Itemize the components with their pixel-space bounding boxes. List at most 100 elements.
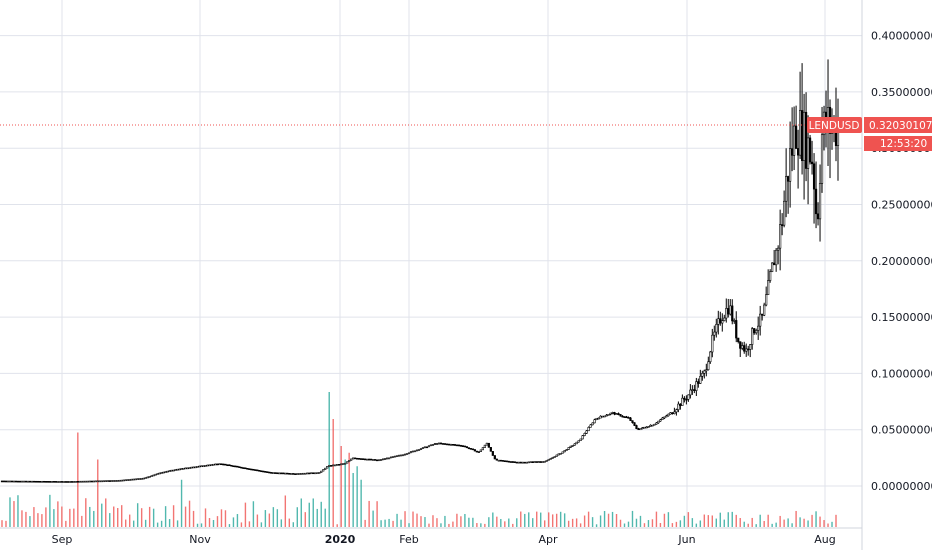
candle-body bbox=[535, 461, 538, 463]
volume-bar bbox=[587, 511, 590, 527]
volume-bar bbox=[551, 514, 554, 527]
candle-body bbox=[364, 458, 367, 461]
candle-body bbox=[312, 472, 315, 475]
candle-body bbox=[763, 304, 766, 316]
volume-bar bbox=[603, 511, 606, 527]
volume-bar bbox=[232, 517, 235, 527]
volume-bar bbox=[663, 513, 666, 527]
volume-bar bbox=[691, 518, 694, 527]
volume-bar bbox=[687, 512, 690, 527]
candle-body bbox=[216, 463, 219, 466]
volume-bar bbox=[659, 523, 662, 527]
candle-body bbox=[40, 480, 44, 483]
candle-body bbox=[118, 479, 121, 482]
volume-bar bbox=[404, 511, 406, 527]
volume-bar bbox=[148, 506, 151, 527]
candle-body bbox=[681, 397, 684, 406]
candle-body bbox=[132, 478, 135, 481]
candle-body bbox=[154, 473, 157, 476]
candle-body bbox=[80, 480, 83, 483]
volume-bar bbox=[364, 519, 366, 527]
volume-bar bbox=[372, 510, 374, 527]
volume-bar bbox=[579, 523, 582, 527]
candle-body bbox=[487, 442, 490, 448]
volume-bar bbox=[675, 521, 678, 527]
candle-body bbox=[92, 480, 95, 483]
volume-bar bbox=[132, 520, 135, 527]
volume-bar bbox=[591, 517, 594, 527]
candle-body bbox=[800, 110, 804, 161]
candle-body bbox=[575, 441, 578, 445]
volume-bar bbox=[444, 515, 446, 527]
candle-body bbox=[511, 461, 514, 463]
candle-body bbox=[735, 320, 738, 339]
candle-body bbox=[773, 262, 776, 266]
candle-body bbox=[204, 465, 207, 467]
candle-body bbox=[314, 472, 317, 475]
volume-bar bbox=[117, 508, 119, 527]
candle-body bbox=[222, 463, 225, 466]
volume-bar bbox=[220, 509, 223, 527]
price-tick-label: 0.20000000 bbox=[871, 255, 932, 268]
time-axis[interactable]: Sep Nov 2020 Feb Apr Jun Aug bbox=[52, 533, 836, 546]
candle-body bbox=[260, 470, 263, 473]
volume-bar bbox=[516, 518, 518, 527]
candle-body bbox=[567, 447, 570, 450]
volume-bar bbox=[37, 513, 39, 527]
volume-bar bbox=[200, 523, 203, 527]
candle-body bbox=[779, 224, 782, 249]
candle-body bbox=[457, 444, 461, 447]
candle-body bbox=[743, 345, 746, 352]
volume-bar bbox=[460, 516, 462, 527]
candle-body bbox=[793, 125, 796, 156]
candle-body bbox=[178, 468, 181, 471]
candle-body bbox=[330, 465, 333, 467]
volume-bar bbox=[65, 520, 67, 527]
candle-body bbox=[481, 447, 484, 451]
volume-bar bbox=[328, 392, 330, 527]
candle-body bbox=[62, 481, 65, 483]
candle-body bbox=[561, 451, 564, 454]
candle-body bbox=[695, 381, 698, 391]
candle-body bbox=[441, 443, 445, 445]
candle-body bbox=[366, 458, 369, 461]
volume-bar bbox=[61, 506, 63, 527]
candle-body bbox=[729, 305, 732, 315]
volume-bar bbox=[595, 524, 598, 527]
volume-bar bbox=[236, 514, 239, 527]
candle-body bbox=[220, 463, 223, 466]
candle-body bbox=[810, 161, 814, 165]
candle-body bbox=[192, 466, 195, 469]
candle-body bbox=[88, 480, 91, 483]
symbol-tag: LENDUSD bbox=[809, 120, 860, 132]
price-axis[interactable]: 0.400000000.350000000.300000000.25000000… bbox=[871, 30, 932, 493]
volume-bar bbox=[583, 515, 586, 527]
candle-body bbox=[639, 428, 642, 431]
candle-body bbox=[84, 480, 87, 483]
candle-body bbox=[571, 445, 574, 447]
candle-body bbox=[397, 454, 401, 457]
candle-body bbox=[110, 480, 113, 482]
candle-body bbox=[26, 480, 30, 483]
candle-body bbox=[783, 200, 786, 226]
candle-body bbox=[146, 476, 149, 479]
candle-body bbox=[513, 461, 516, 463]
candle-body bbox=[168, 470, 171, 472]
candle-body bbox=[256, 469, 259, 472]
candle-body bbox=[395, 455, 399, 457]
volume-bar bbox=[536, 511, 538, 527]
candle-body bbox=[54, 481, 57, 483]
candle-body bbox=[244, 467, 247, 470]
candle-body bbox=[820, 134, 824, 184]
candle-body bbox=[306, 472, 309, 475]
price-tick-label: 0.00000000 bbox=[871, 480, 932, 493]
candle-body bbox=[447, 443, 451, 446]
candle-body bbox=[595, 417, 598, 420]
candle-body bbox=[539, 461, 542, 463]
volume-bar bbox=[168, 519, 171, 527]
candle-body bbox=[14, 480, 18, 483]
volume-bar bbox=[719, 512, 721, 527]
candle-body bbox=[619, 414, 622, 417]
volume-bar bbox=[216, 516, 219, 527]
price-tags: LENDUSD 0.32030107 12:53:20 bbox=[807, 117, 932, 151]
